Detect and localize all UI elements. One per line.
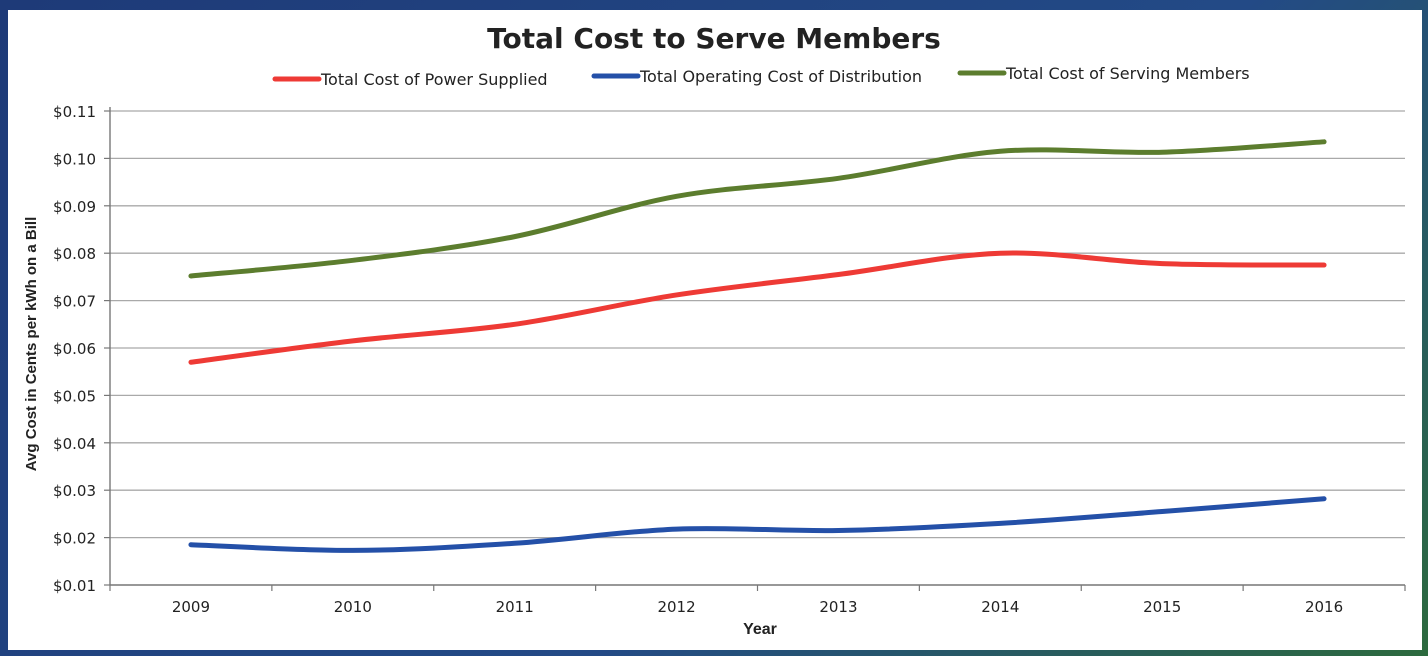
x-tick-label: 2013 [819,598,857,616]
y-tick-label: $0.05 [53,387,96,405]
legend-label: Total Cost of Power Supplied [320,70,548,89]
legend-label: Total Operating Cost of Distribution [639,67,922,86]
y-axis-ticks: $0.01 $0.02 $0.03 $0.04 $0.05 $0.06 $0.07 $0.08… [53,103,110,595]
legend-label: Total Cost of Serving Members [1005,64,1250,83]
x-tick-label: 2015 [1143,598,1181,616]
legend: Total Cost of Power Supplied Total Operat… [272,64,1250,89]
x-tick-label: 2012 [657,598,695,616]
x-tick-label: 2010 [334,598,372,616]
x-tick-label: 2011 [496,598,534,616]
y-tick-label: $0.04 [53,435,96,453]
gridlines [110,110,1405,539]
y-tick-label: $0.07 [53,293,96,311]
chart-panel [8,10,1422,650]
y-axis-title: Avg Cost in Cents per kWh on a Bill [23,217,40,471]
y-tick-label: $0.08 [53,245,96,263]
series-line-3 [188,139,1327,279]
x-tick-label: 2009 [172,598,210,616]
y-tick-label: $0.06 [53,340,96,358]
y-tick-label: $0.02 [53,530,96,548]
y-tick-label: $0.03 [53,482,96,500]
series-lines [188,139,1327,553]
x-tick-label: 2014 [981,598,1019,616]
chart-title: Total Cost to Serve Members [487,22,941,55]
y-tick-label: $0.10 [53,150,96,168]
y-tick-label: $0.11 [53,103,96,121]
y-tick-label: $0.01 [53,577,96,595]
y-tick-label: $0.09 [53,198,96,216]
x-tick-label: 2016 [1305,598,1343,616]
series-line-2 [188,496,1327,553]
x-axis-title: Year [743,621,777,638]
x-axis-ticks: 2009 2010 2011 2012 2013 2014 2015 2016 [109,585,1406,616]
series-line-1 [188,250,1327,365]
